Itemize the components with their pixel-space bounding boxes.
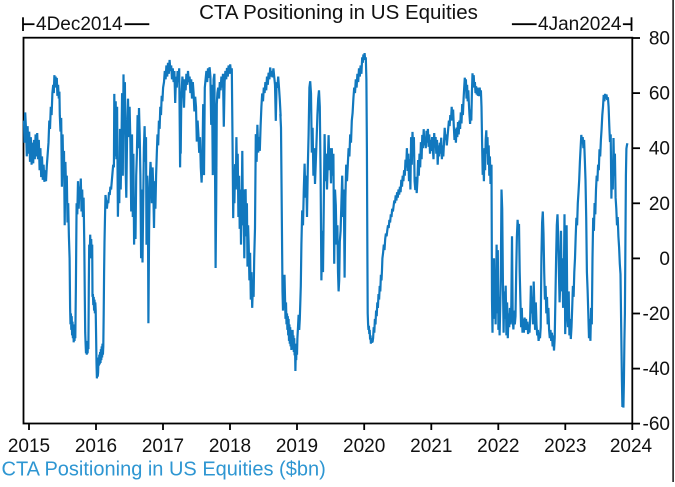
svg-text:4Dec2014: 4Dec2014 — [36, 14, 123, 35]
svg-text:2020: 2020 — [343, 436, 385, 457]
svg-text:2016: 2016 — [75, 436, 117, 457]
svg-text:-20: -20 — [643, 304, 670, 325]
svg-text:2022: 2022 — [477, 436, 519, 457]
svg-text:2018: 2018 — [209, 436, 251, 457]
svg-text:-60: -60 — [643, 414, 670, 435]
svg-text:4Jan2024: 4Jan2024 — [538, 14, 622, 35]
svg-text:CTA Positioning in US Equities: CTA Positioning in US Equities ($bn) — [2, 459, 326, 481]
svg-text:2021: 2021 — [410, 436, 452, 457]
svg-text:2017: 2017 — [142, 436, 184, 457]
svg-text:CTA Positioning in US Equities: CTA Positioning in US Equities — [199, 1, 478, 24]
svg-text:40: 40 — [649, 139, 670, 160]
svg-text:2015: 2015 — [8, 436, 50, 457]
svg-text:0: 0 — [659, 249, 670, 270]
svg-text:80: 80 — [649, 29, 670, 50]
svg-text:2019: 2019 — [276, 436, 318, 457]
svg-text:-40: -40 — [643, 359, 670, 380]
svg-text:2023: 2023 — [544, 436, 586, 457]
svg-text:20: 20 — [649, 194, 670, 215]
svg-text:2024: 2024 — [610, 436, 653, 457]
svg-text:60: 60 — [649, 84, 670, 105]
